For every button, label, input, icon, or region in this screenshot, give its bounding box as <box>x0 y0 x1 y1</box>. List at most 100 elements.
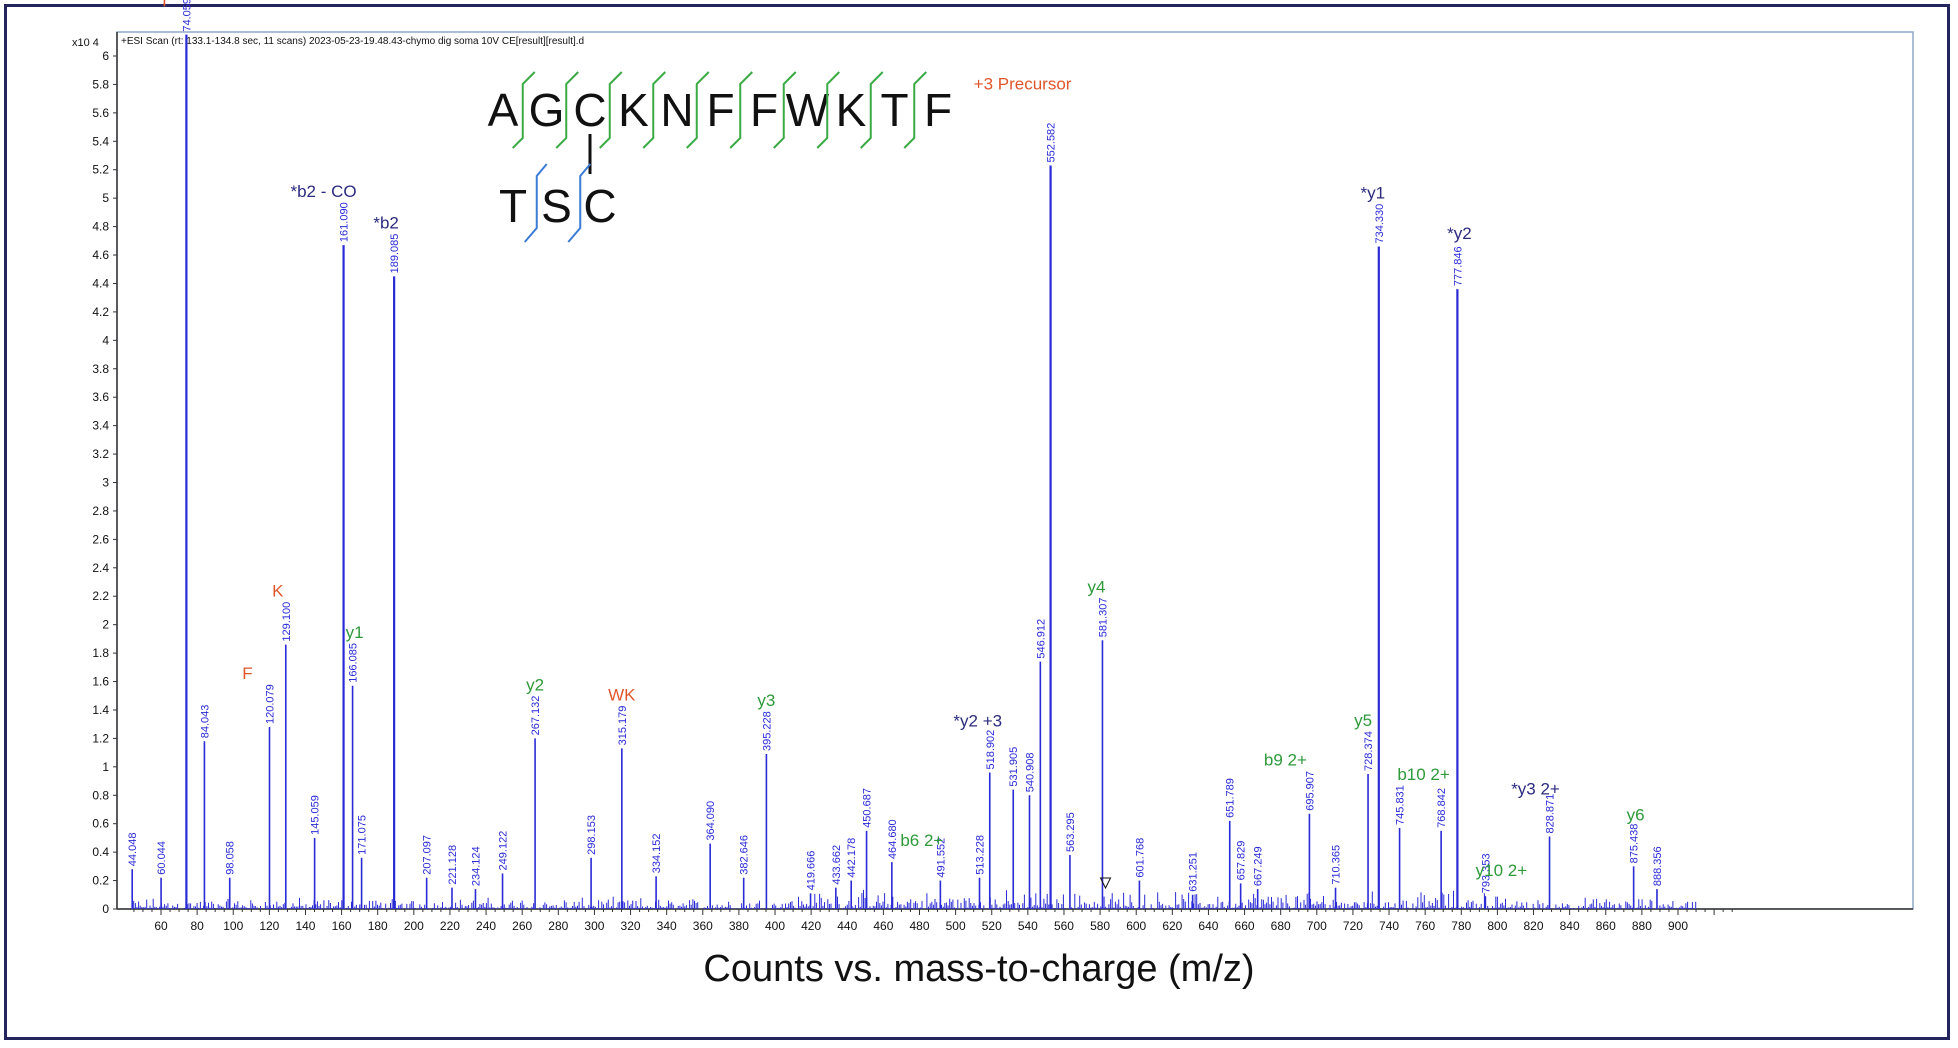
peak-label: 518.902 <box>985 730 997 770</box>
x-axis-label: Counts vs. mass-to-charge (m/z) <box>703 948 1255 990</box>
x-tick-label: 60 <box>154 919 168 933</box>
peak-label: 828.871 <box>1545 794 1557 834</box>
x-tick-label: 820 <box>1524 919 1544 933</box>
peak-label: 395.228 <box>761 711 773 751</box>
plot-area <box>116 31 1914 910</box>
x-tick-label: 360 <box>693 919 713 933</box>
fragment-annotation: *y1 <box>1361 184 1386 203</box>
x-tick-label: 180 <box>368 919 388 933</box>
sequence-residue: A <box>488 84 519 136</box>
x-tick-label: 460 <box>873 919 893 933</box>
y-tick-label: 1 <box>102 760 109 774</box>
fragment-bracket <box>555 71 579 149</box>
peak-label: 491.552 <box>935 838 947 878</box>
x-tick-label: 740 <box>1379 919 1399 933</box>
sequence-residue: G <box>529 84 565 136</box>
x-tick-label: 280 <box>548 919 568 933</box>
peak-label: 631.251 <box>1188 852 1200 892</box>
peak-label: 171.075 <box>357 815 369 855</box>
x-tick-label: 120 <box>259 919 279 933</box>
peak-label: 145.059 <box>310 795 322 835</box>
sequence-residue: K <box>618 84 649 136</box>
fragment-bracket <box>729 71 753 149</box>
peak-labels: 44.048 60.044 74.059 84.043 98.058 120.079 129… <box>127 0 1664 893</box>
x-tick-label: 800 <box>1487 919 1507 933</box>
fragment-annotation: *b2 <box>373 213 399 232</box>
peak-label: 695.907 <box>1304 771 1316 811</box>
x-tick-label: 680 <box>1271 919 1291 933</box>
fragment-annotation: K <box>272 582 284 601</box>
x-tick-label: 660 <box>1235 919 1255 933</box>
fragment-bracket <box>523 163 548 243</box>
x-tick-label: 880 <box>1632 919 1652 933</box>
y-tick-label: 5.6 <box>92 106 109 120</box>
peak-label: 84.043 <box>199 705 211 739</box>
x-tick-label: 420 <box>801 919 821 933</box>
fragment-annotation: *y2 +3 <box>953 712 1002 731</box>
x-tick-label: 100 <box>223 919 243 933</box>
peak-label: 60.044 <box>156 841 168 875</box>
x-tick-label: 380 <box>729 919 749 933</box>
x-tick-label: 340 <box>657 919 677 933</box>
peak-label: 745.831 <box>1395 785 1407 825</box>
peak-label: 601.768 <box>1134 838 1146 878</box>
fragment-annotation: +3 Precursor <box>974 74 1072 93</box>
y-tick-label: 1.8 <box>92 646 109 660</box>
x-tick-label: 80 <box>190 919 204 933</box>
fragment-annotation: y2 <box>526 675 544 694</box>
fragment-annotation: *y2 <box>1447 224 1472 243</box>
x-tick-label: 640 <box>1198 919 1218 933</box>
y-tick-label: 1.4 <box>92 703 109 717</box>
y-tick-label: 3 <box>102 476 109 490</box>
peak-label: 442.178 <box>846 838 858 878</box>
peak-label: 364.090 <box>705 801 717 841</box>
peak-label: 563.295 <box>1065 812 1077 852</box>
sequence-residue: F <box>750 84 778 136</box>
fragment-annotation: F <box>242 664 252 683</box>
x-tick-label: 860 <box>1596 919 1616 933</box>
fragment-annotation: y4 <box>1087 577 1105 596</box>
peak-label: 531.905 <box>1008 747 1020 787</box>
fragment-annotation: y6 <box>1627 805 1645 824</box>
y-multiplier-label: x10 4 <box>72 37 99 49</box>
fragment-annotation: b6 2+ <box>900 831 943 850</box>
y-tick-label: 5 <box>102 191 109 205</box>
fragment-annotation: y3 <box>757 691 775 710</box>
peak-label: 249.122 <box>498 831 510 871</box>
peak-label: 189.085 <box>389 234 401 274</box>
x-tick-label: 160 <box>332 919 352 933</box>
peak-label: 667.249 <box>1253 846 1265 886</box>
peak-label: 419.666 <box>806 851 818 891</box>
sequence-residue: N <box>660 84 693 136</box>
peak-label: 552.582 <box>1046 123 1058 163</box>
peptide-sequence-diagram: A G C K N F F W K T FT S C <box>488 71 1112 890</box>
fragment-annotation: y1 <box>346 623 364 642</box>
peak-label: 74.059 <box>181 0 193 32</box>
fragment-annotation: WK <box>608 685 636 704</box>
x-tick-label: 600 <box>1126 919 1146 933</box>
fragment-annotation: *y3 2+ <box>1511 779 1560 798</box>
fragment-bracket <box>903 71 927 149</box>
y-tick-label: 5.8 <box>92 77 109 91</box>
x-tick-label: 260 <box>512 919 532 933</box>
x-tick-label: 240 <box>476 919 496 933</box>
peak-label: 129.100 <box>281 602 293 642</box>
y-tick-label: 2.2 <box>92 589 109 603</box>
y-tick-label: 5.4 <box>92 134 109 148</box>
x-tick-label: 840 <box>1560 919 1580 933</box>
chart-title: +ESI Scan (rt: 133.1-134.8 sec, 11 scans… <box>121 36 584 47</box>
x-tick-label: 580 <box>1090 919 1110 933</box>
peak-label: 464.680 <box>887 819 899 859</box>
y-tick-label: 0 <box>102 902 109 916</box>
fragment-bracket <box>860 71 884 149</box>
y-tick-label: 0.8 <box>92 788 109 802</box>
peak-label: 875.438 <box>1629 824 1641 864</box>
fragment-bracket <box>599 71 623 149</box>
x-tick-label: 400 <box>765 919 785 933</box>
peak-label: 657.829 <box>1236 841 1248 881</box>
y-tick-label: 0.6 <box>92 817 109 831</box>
y-axis: 0 0.2 0.4 0.6 0.8 1 1.2 1.4 1.6 1.8 2 2.2 2.4 2.6 2.8 3… <box>92 32 118 916</box>
y-tick-label: 4.2 <box>92 305 109 319</box>
